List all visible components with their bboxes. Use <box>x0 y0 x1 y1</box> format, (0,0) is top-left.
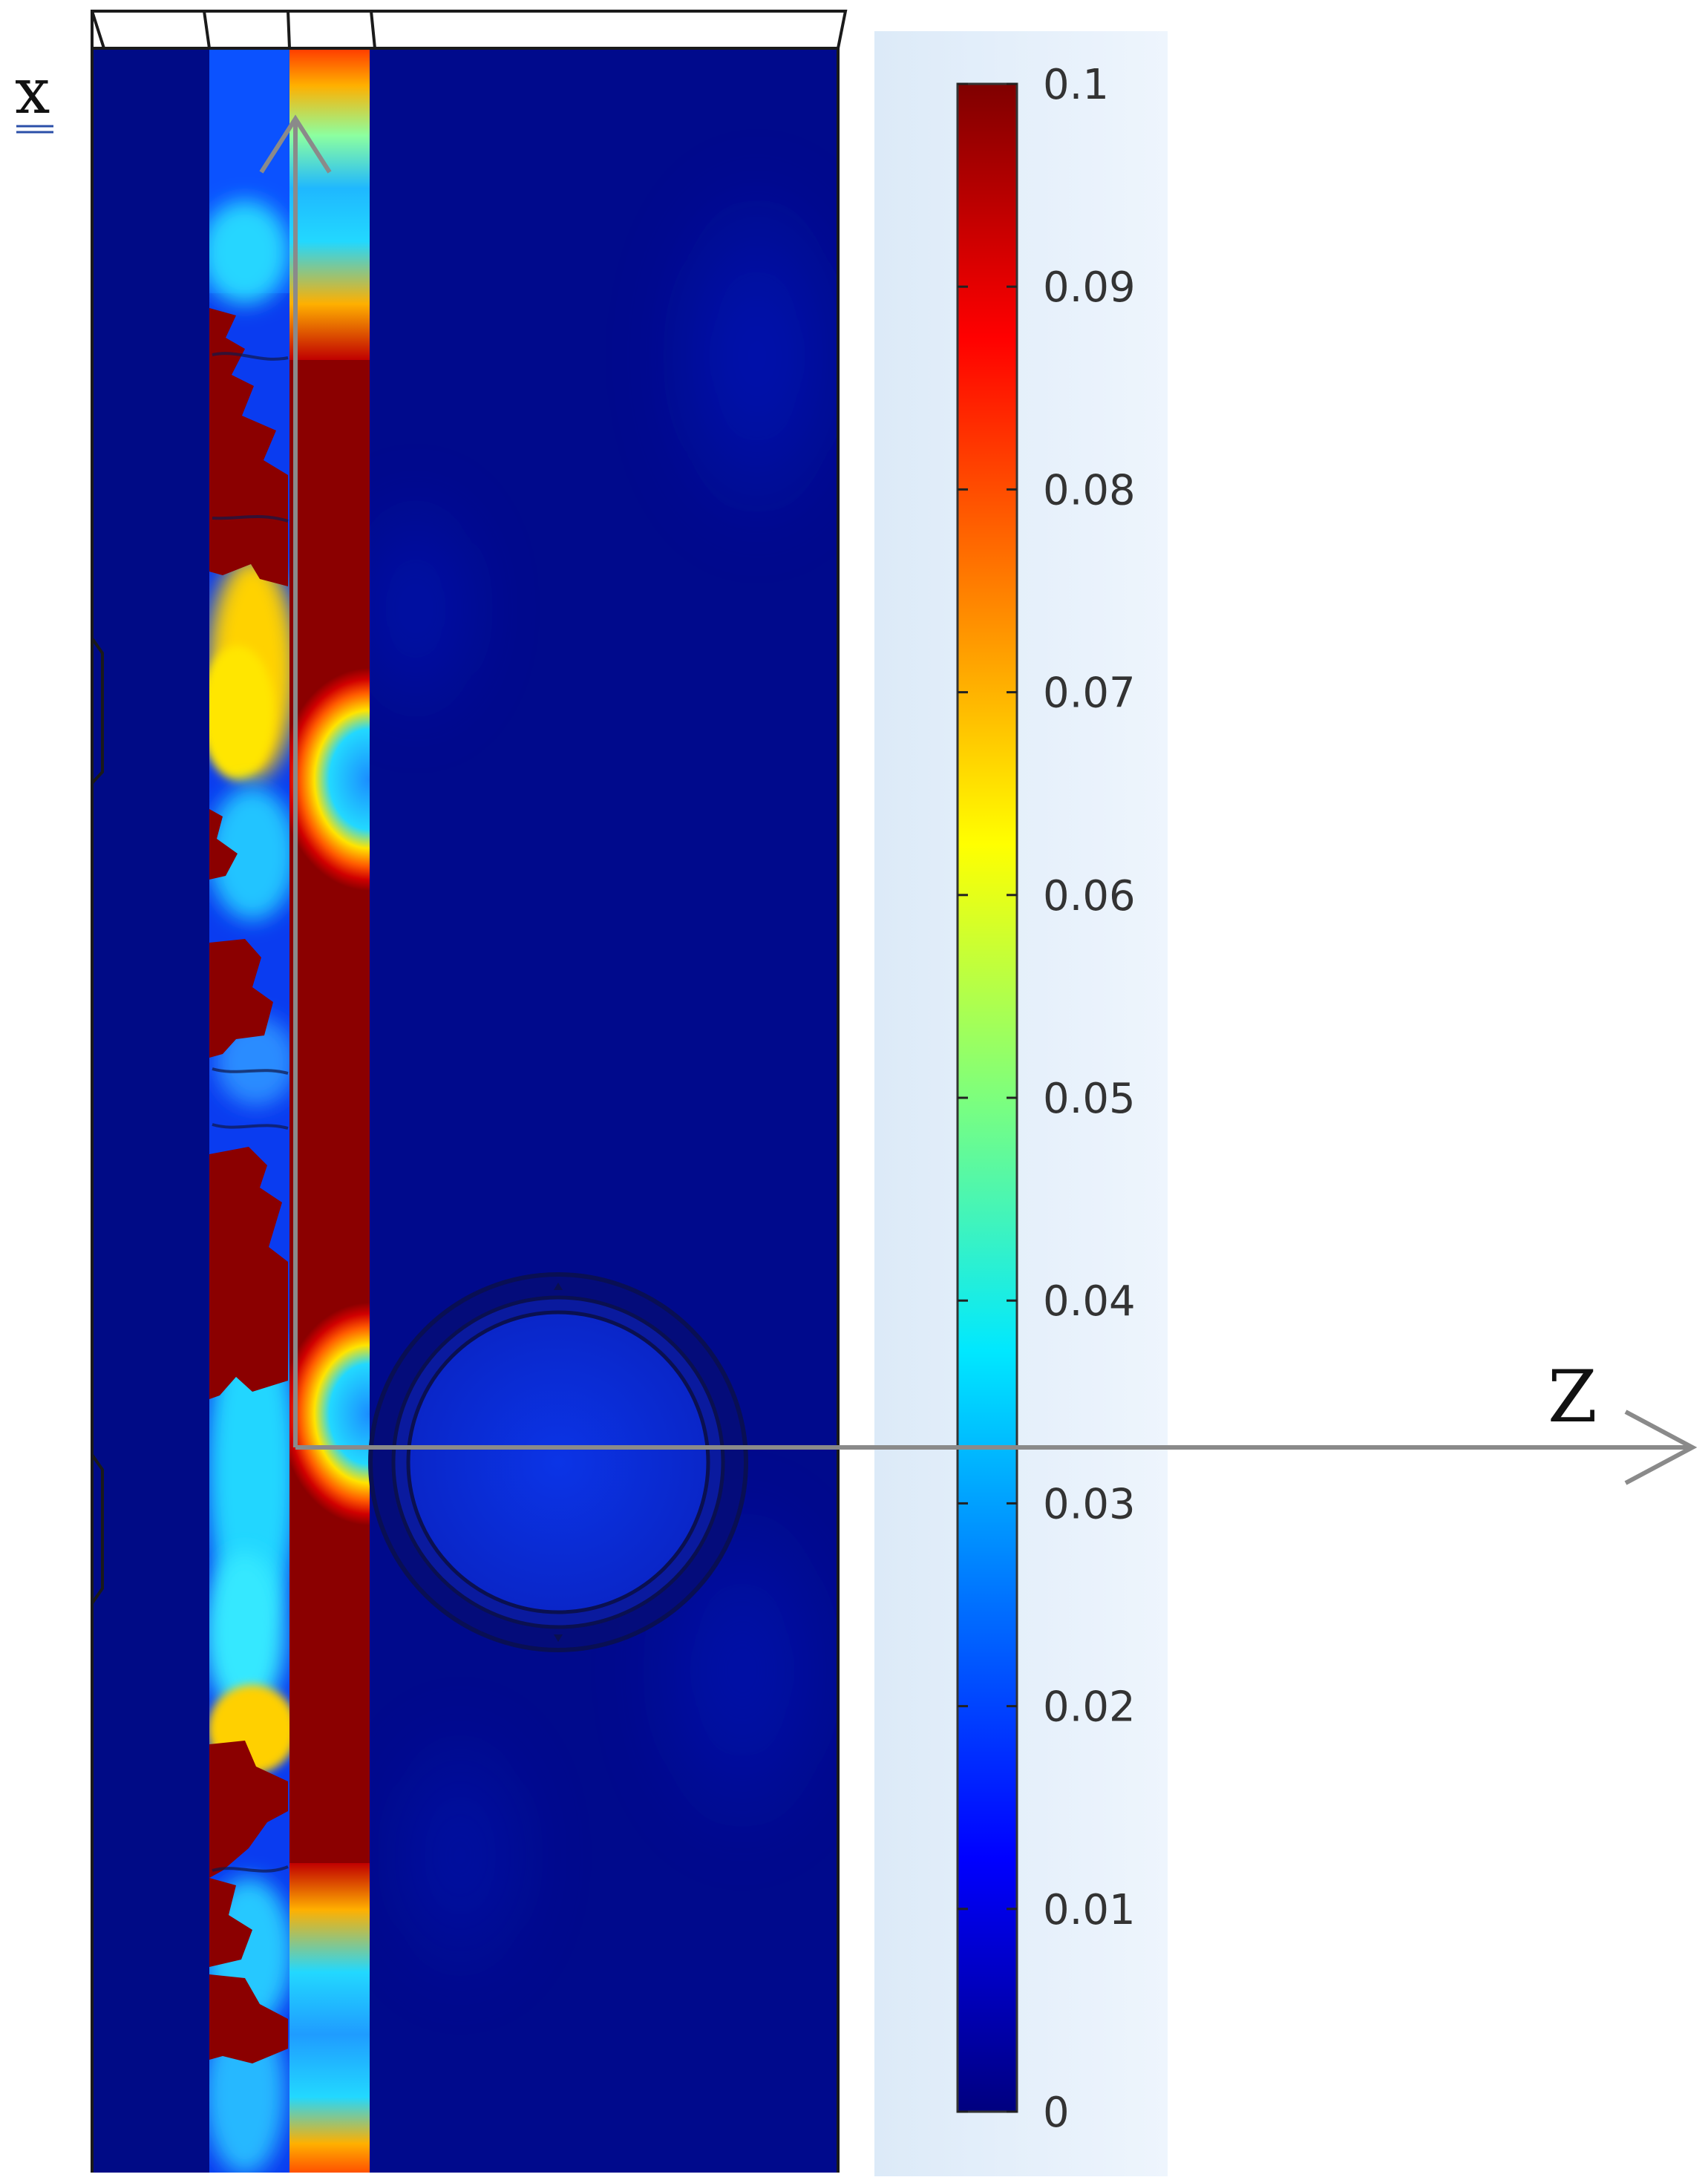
colorbar-panel <box>874 31 1168 2176</box>
damage-patch <box>209 809 238 880</box>
colorbar: 0.1 0.09 0.08 0.07 0.06 0.05 0.04 0.03 0.02 0.01 0 <box>874 31 1168 2176</box>
damage-patch <box>209 939 273 1058</box>
left-layer <box>92 48 209 2173</box>
hole <box>368 1272 748 1652</box>
colorbar-ticks: 0.1 0.09 0.08 0.07 0.06 0.05 0.04 0.03 0.02 0.01 0 <box>958 61 1136 2137</box>
background-glow <box>334 475 497 742</box>
colorbar-tick-label: 0.09 <box>1043 264 1136 312</box>
damage-patch <box>209 1878 252 1967</box>
background-glow <box>371 1707 549 2004</box>
colorbar-tick-label: 0.05 <box>1043 1075 1136 1123</box>
damage-patch <box>209 1974 288 2063</box>
colorbar-tick-label: 0.02 <box>1043 1683 1136 1732</box>
colorbar-tick-label: 0.03 <box>1043 1480 1136 1528</box>
colorbar-tick-label: 0.04 <box>1043 1277 1136 1326</box>
colorbar-tick-label: 0.06 <box>1043 872 1136 920</box>
colorbar-tick-label: 0 <box>1043 2089 1070 2137</box>
colorbar-tick-label: 0.07 <box>1043 670 1136 718</box>
damage-patch <box>209 1147 288 1399</box>
domain-outline <box>91 10 848 2173</box>
x-axis-label: x <box>15 55 50 128</box>
x-axis-arrowhead <box>259 114 332 174</box>
colorbar-tick-label: 0.1 <box>1043 61 1109 109</box>
middle-layer <box>209 48 289 2173</box>
damage-patch <box>209 1741 288 1878</box>
background-glow <box>653 163 838 549</box>
coordinate-axes: x Z <box>15 55 1698 1485</box>
simulation-domain <box>92 48 838 2173</box>
hot-strip <box>289 48 370 2173</box>
hot-spot <box>289 668 370 891</box>
z-axis-arrowhead <box>1624 1410 1698 1485</box>
hot-spot <box>289 1303 370 1525</box>
colorbar-tick-label: 0.08 <box>1043 466 1136 514</box>
z-axis-label: Z <box>1548 1355 1597 1438</box>
colorbar-tick-label: 0.01 <box>1043 1886 1136 1934</box>
